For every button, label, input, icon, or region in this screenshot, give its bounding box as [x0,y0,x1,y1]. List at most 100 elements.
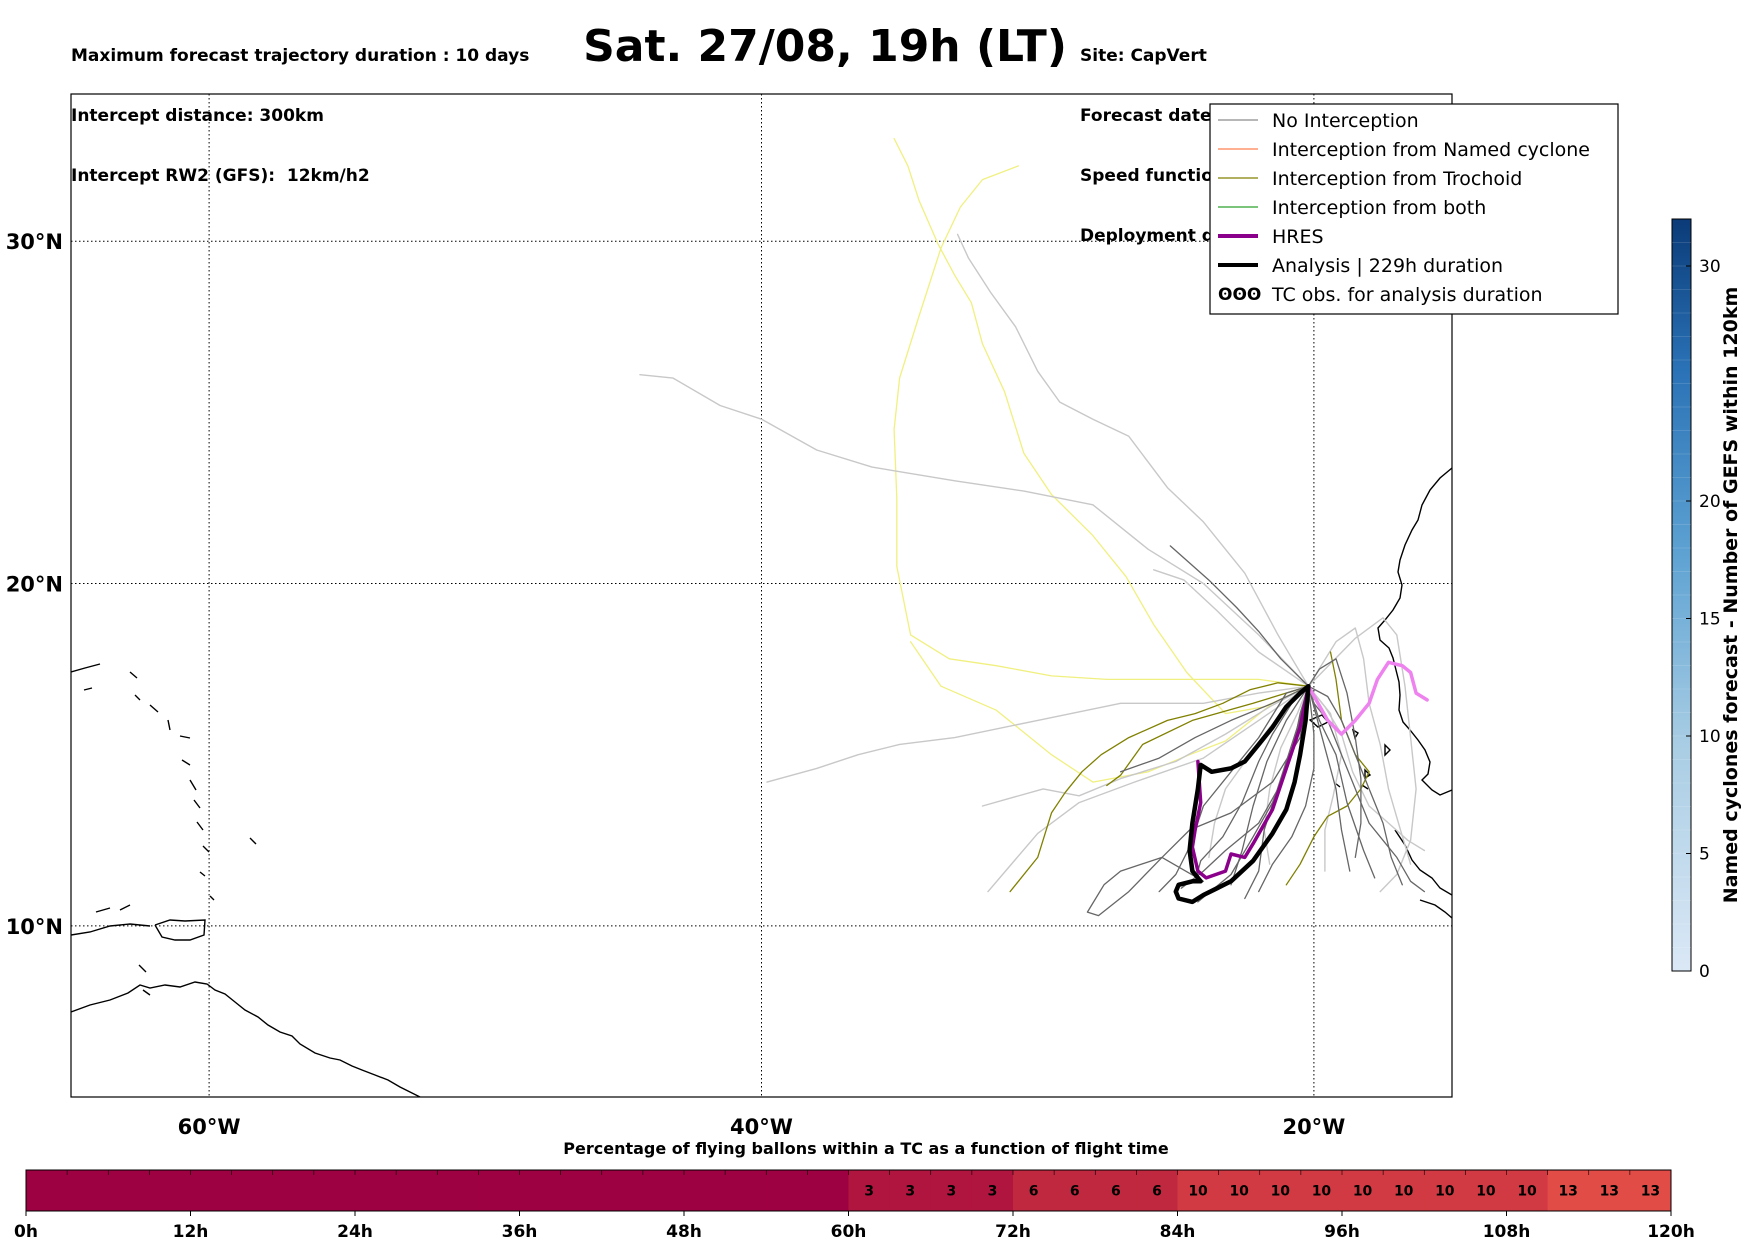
colorbar-title: Named cyclones forecast - Number of GEFS… [1720,287,1742,904]
strip-cell [971,1170,1014,1211]
trajectory-hres [1190,684,1311,880]
page-title: Sat. 27/08, 19h (LT) [583,21,1067,72]
legend: No Interception Interception from Named c… [1209,103,1619,315]
strip-cell [1506,1170,1549,1211]
strip-title: Percentage of flying ballons within a TC… [563,1139,1169,1158]
strip-cell [437,1170,479,1211]
strip-cell [889,1170,932,1211]
strip-cell-label: 3 [905,1184,915,1200]
strip-cell [396,1170,438,1211]
strip-cell-label: 3 [988,1184,998,1200]
strip-cell [848,1170,891,1211]
x-tick-label: 60°W [178,1115,241,1139]
colorbar-tick-label: 15 [1699,610,1721,630]
strip-cell [684,1170,726,1211]
strip-cell-label: 3 [864,1184,874,1200]
strip-cell [190,1170,233,1211]
coastline-canary-islands [1540,320,1582,340]
strip-cell-label: 10 [1394,1184,1414,1200]
colorbar-bands [1672,242,1691,948]
strip-cell [1136,1170,1178,1211]
strip-tick-label: 120h [1647,1222,1695,1241]
colorbar-gradient [1671,218,1692,972]
strip-cell [725,1170,767,1211]
trajectory-light [1153,569,1310,687]
trajectory-dark [1307,685,1403,886]
trajectory-light [766,685,1310,783]
header-line-site: Site: CapVert [1080,46,1207,66]
strip-cell-label: 13 [1641,1184,1660,1200]
trajectory-yellow [893,137,1310,715]
y-tick-label: 10°N [6,915,63,939]
strip-cell [1054,1170,1096,1211]
coastline-trinidad [154,919,206,941]
strip-cell [355,1170,397,1211]
strip-cell [1629,1170,1672,1211]
coastline-venezuela-north [71,923,151,936]
trajectory-light [956,233,1310,687]
colorbar-tick-label: 0 [1699,962,1710,982]
strip-cell-label: 10 [1271,1184,1291,1200]
strip-cell-label: 6 [1111,1184,1121,1200]
trajectory-dark [1307,685,1376,879]
trajectory-dark [1169,545,1310,687]
strip-tick-label: 12h [173,1222,209,1241]
strip-cell [1588,1170,1631,1211]
legend-label: Interception from both [1272,197,1486,219]
x-tick-label: 20°W [1282,1115,1345,1139]
strip-cell [930,1170,973,1211]
strip-cell [1300,1170,1343,1211]
strip-ticks: 0h 12h 24h 36h 48h 60h 72h 84h 96h 108h 120h [14,1211,1695,1241]
trajectory-dark [1158,685,1310,893]
strip-cell [1342,1170,1384,1211]
strip-cell-label: 10 [1188,1184,1208,1200]
strip-cell-label: 10 [1476,1184,1496,1200]
legend-symbol-tc-obs: ʘʘʘ [1218,285,1261,305]
map-grid [71,94,1452,1097]
trajectory-dark [1194,685,1310,882]
strip-cell [807,1170,849,1211]
colorbar-ticks: 0 5 10 15 20 30 [1686,257,1721,982]
coastline-canaries [1537,320,1626,359]
strip-cell [1177,1170,1220,1211]
trajectory-light [1307,617,1417,893]
strip-tick-label: 84h [1160,1222,1196,1241]
strip-cell-label: 10 [1517,1184,1537,1200]
legend-box [1209,103,1619,315]
coastline-south-america [71,981,421,1097]
strip-cell [1095,1170,1137,1211]
strip-tick-label: 108h [1483,1222,1531,1241]
trajectory-olive [1009,682,1310,893]
coastline-islands-antilles [71,663,257,901]
strip-tick-label: 96h [1324,1222,1360,1241]
colorbar-tick-label: 10 [1699,727,1721,747]
trajectory-light [639,374,1310,687]
strip-cell-label: 10 [1353,1184,1373,1200]
strip-cells: 3 3 3 3 6 6 6 6 10 10 10 10 10 10 10 10 10 13 13 13 [25,1170,1672,1211]
map-frame [70,93,1453,1098]
strip-cell [1013,1170,1055,1211]
trajectory-dark [1119,685,1310,773]
strip-cell [67,1170,109,1211]
trajectory-dark [1307,685,1426,893]
strip-cell [1547,1170,1590,1211]
legend-label: TC obs. for analysis duration [1271,284,1543,306]
coastline-small-islands [95,904,151,996]
strip-cell [108,1170,150,1211]
vertical-colorbar: 0 5 10 15 20 30 Named cyclones forecast - Num… [1671,218,1742,982]
header-line-duration: Maximum forecast trajectory duration : 1… [71,46,530,66]
strip-cell [642,1170,685,1211]
y-tick-label: 30°N [6,230,63,254]
strip-cell [1424,1170,1466,1211]
trajectory-hres_light [1306,660,1429,736]
strip-cell [560,1170,603,1211]
strip-cell [519,1170,562,1211]
strip-cell [1259,1170,1302,1211]
percentage-strip: Percentage of flying ballons within a TC… [14,1139,1695,1241]
x-tick-label: 40°W [730,1115,793,1139]
trajectory-dark [1258,685,1315,893]
legend-label: Interception from Named cyclone [1272,139,1590,161]
coastlines [71,320,1626,1097]
strip-cell-label: 10 [1435,1184,1455,1200]
strip-cell-label: 13 [1600,1184,1619,1200]
